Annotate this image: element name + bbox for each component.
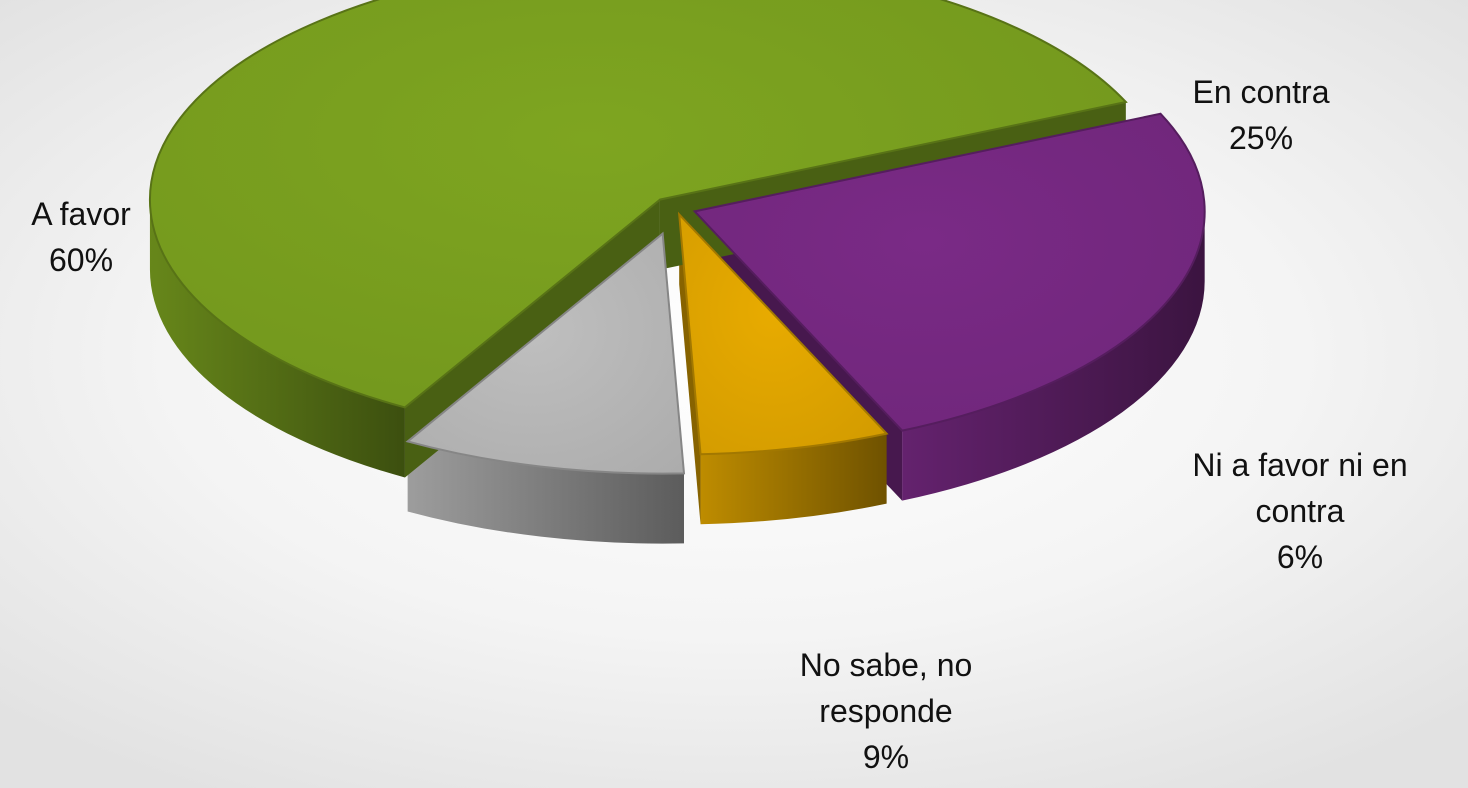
pie-slice [677, 211, 889, 456]
slice-label-line: 60% [49, 242, 113, 278]
slice-label: Ni a favor ni en contra 6% [1192, 447, 1407, 575]
slice-label: En contra 25% [1193, 74, 1330, 156]
pie-slice [692, 112, 1206, 432]
slice-label-line: 25% [1229, 120, 1293, 156]
pie-slice [405, 231, 686, 475]
pie-slice-side [700, 433, 887, 525]
pie-slice [148, 0, 1128, 409]
slice-label-line: Ni a favor ni en [1192, 447, 1407, 483]
slice-label-line: No sabe, no [800, 647, 973, 683]
slice-label-line: 6% [1277, 539, 1323, 575]
slice-label-line: A favor [31, 196, 131, 232]
slice-label: A favor 60% [31, 196, 131, 278]
pie-slice-cut-face [679, 214, 701, 525]
slice-label-line: contra [1256, 493, 1345, 529]
slice-label-line: En contra [1193, 74, 1330, 110]
pie-slice-side [407, 441, 684, 544]
pie-slice-side [149, 199, 405, 478]
pie-slice-side [902, 211, 1205, 501]
slice-label-line: 9% [863, 739, 909, 775]
slice-label-line: responde [819, 693, 952, 729]
slice-label: No sabe, no responde 9% [800, 647, 973, 775]
